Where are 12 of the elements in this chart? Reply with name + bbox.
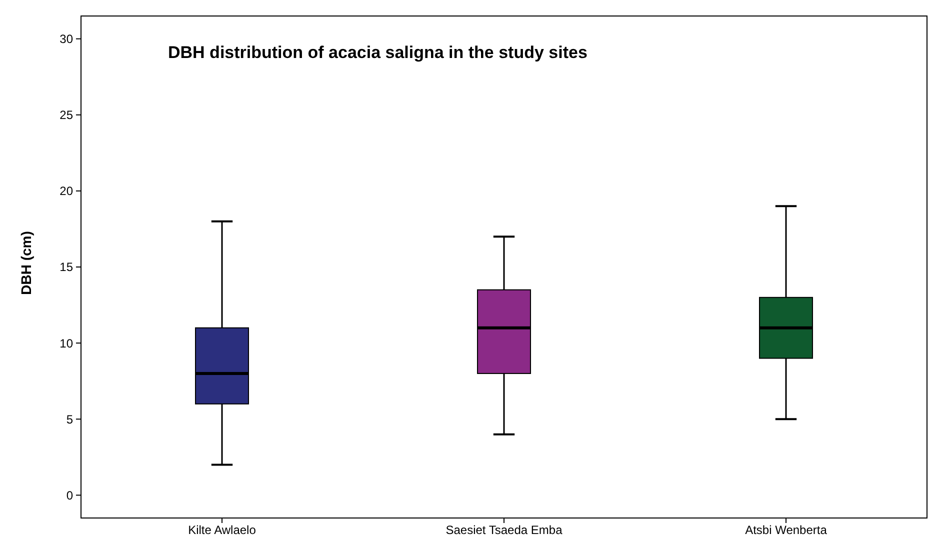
- text: DBH distribution of acacia saligna in the study sites: [168, 43, 588, 62]
- y-tick-label: 5: [66, 412, 74, 426]
- y-tick-label: 10: [60, 336, 74, 350]
- y-tick-label: 0: [66, 488, 74, 502]
- y-axis-title: DBH (cm): [18, 231, 34, 295]
- y-tick-label: 30: [60, 32, 74, 46]
- y-tick-label: 15: [60, 260, 74, 274]
- y-tick-label: 25: [60, 108, 74, 122]
- x-tick-label: Kilte Awlaelo: [188, 523, 256, 537]
- x-tick-label: Saesiet Tsaeda Emba: [446, 523, 563, 537]
- x-tick-label: Atsbi Wenberta: [745, 523, 828, 537]
- y-tick-label: 20: [60, 184, 74, 198]
